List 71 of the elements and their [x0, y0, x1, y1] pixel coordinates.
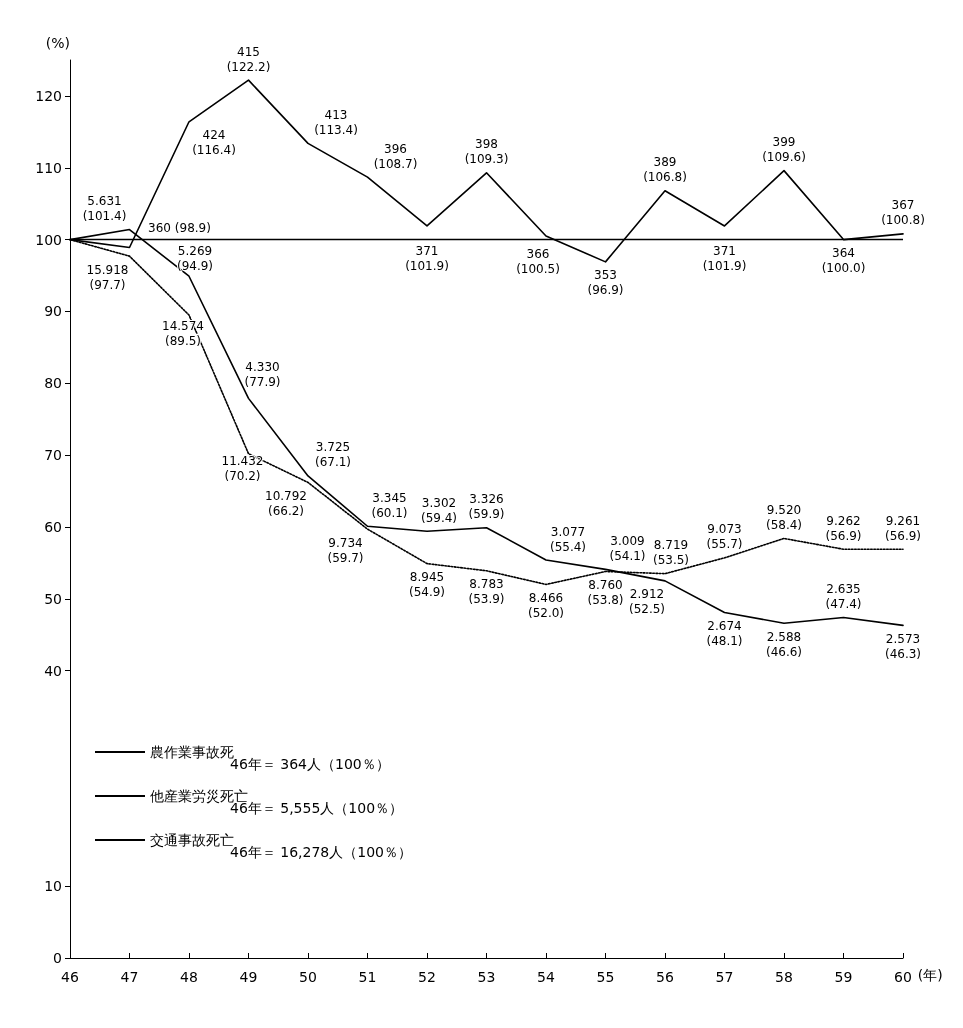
data-label: 399 (109.6): [762, 135, 806, 165]
data-label: 366 (100.5): [516, 246, 560, 276]
data-label: 364 (100.0): [821, 246, 866, 276]
y-tick-label: 70: [44, 447, 62, 464]
data-label: 4.330 (77.9): [244, 359, 281, 389]
data-label: 5.269 (94.9): [176, 243, 214, 273]
y-axis-title: (%): [45, 35, 70, 51]
data-label: 3.077 (55.4): [549, 524, 587, 554]
data-label: 360 (98.9): [148, 221, 211, 235]
data-label: 15.918 (97.7): [86, 262, 129, 292]
data-label: 353 (96.9): [587, 268, 624, 298]
y-tick-label: 40: [44, 662, 62, 679]
data-label: 2.635 (47.4): [825, 581, 862, 611]
data-label: 371 (101.9): [405, 244, 449, 274]
data-label: 9.073 (55.7): [706, 522, 743, 552]
y-tick-label: 0: [53, 950, 62, 966]
x-tick-label: 47: [120, 969, 139, 985]
x-tick-label: 57: [715, 969, 734, 985]
data-label: 398 (109.3): [464, 137, 509, 167]
data-label: 413 (113.4): [314, 107, 358, 137]
y-tick-label: 90: [44, 303, 62, 320]
y-tick-label: 110: [35, 159, 62, 176]
data-label: 389 (106.8): [643, 155, 687, 185]
data-label: 3.345 (60.1): [371, 490, 408, 520]
data-label: 8.719 (53.5): [652, 538, 690, 568]
x-tick-label: 53: [477, 969, 496, 985]
y-tick-label: 50: [44, 590, 62, 607]
x-tick-label: 50: [299, 969, 317, 985]
data-label: 2.912 (52.5): [628, 587, 666, 617]
y-tick-label: 100: [35, 231, 62, 248]
y-tick-label: 60: [44, 518, 62, 535]
x-tick-label: 56: [656, 969, 674, 985]
data-label: 8.466 (52.0): [527, 590, 565, 620]
data-label: 2.674 (48.1): [706, 618, 743, 648]
x-axis-title: (年): [917, 967, 943, 983]
x-tick-label: 52: [418, 969, 436, 985]
x-tick-label: 60: [894, 969, 912, 985]
x-tick-label: 58: [775, 969, 793, 985]
legend-label: 他産業労災死亡: [150, 788, 248, 804]
x-tick-label: 55: [596, 969, 615, 985]
y-tick-label: 10: [44, 878, 62, 895]
data-label: 3.725 (67.1): [314, 440, 352, 470]
x-tick-label: 54: [537, 969, 555, 985]
legend-label: 農作業事故死: [150, 744, 234, 760]
x-tick-label: 46: [61, 969, 79, 985]
data-label: 3.302 (59.4): [420, 495, 458, 525]
data-label: 11.432 (70.2): [221, 454, 264, 484]
data-label: 9.734 (59.7): [327, 535, 364, 565]
x-tick-label: 51: [358, 969, 377, 985]
data-label: 10.792 (66.2): [265, 488, 307, 518]
x-tick-label: 59: [834, 969, 853, 985]
x-tick-label: 49: [239, 969, 258, 985]
y-tick-label: 80: [44, 375, 62, 392]
data-label: 396 (108.7): [373, 141, 418, 171]
data-label: 9.262 (56.9): [825, 513, 862, 543]
data-label: 9.520 (58.4): [765, 502, 803, 532]
y-tick-label: 120: [35, 87, 62, 104]
data-label: 8.945 (54.9): [408, 570, 446, 600]
data-label: 367 (100.8): [881, 198, 925, 228]
data-label: 3.009 (54.1): [609, 533, 646, 563]
data-label: 2.573 (46.3): [884, 631, 922, 661]
x-tick-label: 48: [180, 969, 198, 985]
data-label: 5.631 (101.4): [82, 194, 127, 224]
data-label: 415 (122.2): [226, 44, 271, 74]
data-label: 2.588 (46.6): [765, 629, 803, 659]
data-label: 9.261 (56.9): [884, 513, 922, 543]
data-label: 8.783 (53.9): [468, 577, 505, 607]
data-label: 8.760 (53.8): [587, 578, 624, 607]
data-label: 3.326 (59.9): [468, 492, 505, 522]
data-label: 371 (101.9): [702, 244, 747, 274]
data-label: 424 (116.4): [192, 128, 236, 158]
